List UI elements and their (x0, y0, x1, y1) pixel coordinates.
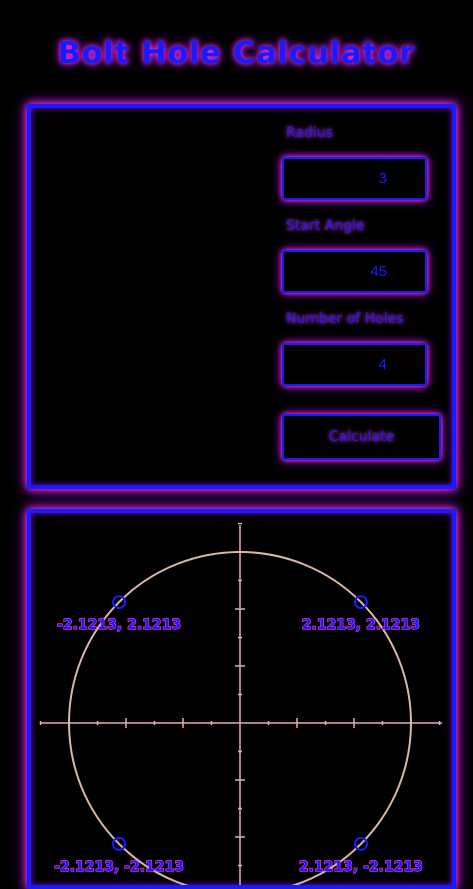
bolt-hole-marker (353, 836, 368, 851)
calculate-button[interactable]: Calculate (282, 414, 441, 460)
radius-label: Radius (286, 125, 333, 141)
bolt-hole-marker (353, 595, 368, 610)
bolt-hole-label: -2.1213, 2.1213 (57, 617, 181, 633)
input-panel: Radius Start Angle Number of Holes Calcu… (27, 104, 456, 489)
holes-label: Number of Holes (286, 311, 404, 327)
start-angle-label: Start Angle (286, 218, 365, 234)
bolt-hole-marker (112, 595, 127, 610)
bolt-hole-label: -2.1213, -2.1213 (54, 859, 184, 875)
bolt-hole-marker (112, 836, 127, 851)
plot-panel: 2.1213, 2.1213 -2.1213, 2.1213 -2.1213, -2… (27, 509, 456, 889)
bolt-hole-label: 2.1213, -2.1213 (299, 859, 423, 875)
bolt-circle (68, 551, 412, 885)
radius-input[interactable] (282, 157, 427, 200)
bolt-circle-plot: 2.1213, 2.1213 -2.1213, 2.1213 -2.1213, -2… (39, 522, 442, 885)
bolt-hole-label: 2.1213, 2.1213 (302, 617, 420, 633)
holes-input[interactable] (282, 343, 427, 386)
start-angle-input[interactable] (282, 250, 427, 293)
page-title: Bolt Hole Calculator (57, 36, 416, 71)
